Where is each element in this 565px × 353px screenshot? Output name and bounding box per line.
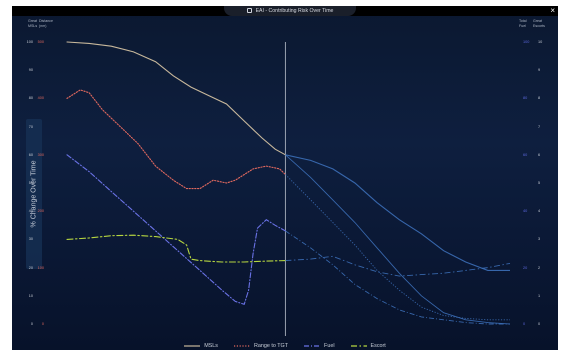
series-projection-range-to-tgt — [285, 174, 510, 321]
close-button[interactable]: × — [550, 6, 555, 15]
series-projection-projection — [285, 154, 510, 271]
header-line: Great — [28, 19, 37, 23]
window-icon — [246, 8, 252, 14]
tick-label: 8 — [538, 96, 541, 101]
tick-label: 40 — [523, 209, 528, 214]
series-projection-msls — [285, 154, 511, 325]
legend-item: MSLs — [184, 343, 218, 349]
tick-label: 4 — [538, 209, 541, 214]
tick-label: 400 — [37, 96, 44, 101]
header-line: Distance — [39, 19, 53, 23]
legend-label: Escort — [370, 343, 386, 349]
legend-item: Fuel — [304, 343, 335, 349]
window-title: EAI - Contributing Risk Over Time — [255, 8, 334, 14]
title-tab: EAI - Contributing Risk Over Time — [224, 6, 356, 16]
series-projection-escort — [285, 255, 511, 277]
legend-item: Range to TGT — [233, 343, 289, 349]
title-bar: EAI - Contributing Risk Over Time × — [12, 6, 558, 16]
series-line-escort — [66, 234, 286, 263]
tick-label: 0 — [523, 322, 526, 326]
series-line-fuel — [66, 154, 286, 305]
header-line: Escorts — [533, 23, 545, 28]
tick-label: 10 — [28, 293, 33, 298]
y-axis-panel — [26, 119, 42, 269]
header-line: Total — [519, 19, 527, 23]
tick-label: 100 — [37, 265, 44, 270]
tick-label: 70 — [28, 124, 33, 129]
tick-label: 1 — [538, 293, 541, 298]
tick-label: 0 — [538, 322, 541, 326]
legend-swatch — [350, 345, 367, 347]
legend: MSLs Range to TGT Fuel Escort — [12, 342, 558, 350]
risk-chart — [66, 41, 511, 336]
header-great-escorts: Great Escorts — [533, 19, 545, 28]
tick-label: 90 — [28, 68, 33, 73]
tick-label: 80 — [28, 96, 33, 101]
tick-label: 200 — [37, 209, 44, 214]
tick-label: 0 — [41, 322, 44, 326]
tick-label: 7 — [538, 124, 541, 129]
tick-label: 5 — [538, 181, 541, 185]
tick-label: 500 — [37, 40, 44, 44]
tick-label: 2 — [538, 265, 541, 270]
legend-swatch — [184, 345, 201, 347]
series-projection-fuel — [285, 230, 510, 325]
tick-label: 300 — [37, 152, 44, 157]
series-line-msls — [66, 41, 286, 156]
header-total-fuel: Total Fuel — [519, 19, 527, 28]
tick-label: 10 — [538, 40, 543, 44]
tick-label: 9 — [538, 68, 541, 73]
tick-label: 20 — [28, 265, 33, 270]
tick-label: 20 — [523, 265, 528, 270]
tick-label: 100 — [523, 40, 530, 44]
tick-label: 6 — [538, 152, 541, 157]
legend-label: MSLs — [204, 343, 218, 349]
header-great-msls: Great MSLs — [28, 19, 37, 28]
tick-label: 0 — [30, 322, 33, 326]
header-distance: Distance (nm) — [39, 19, 53, 28]
header-line: Fuel — [519, 23, 526, 28]
tick-label: 50 — [28, 181, 33, 185]
tick-label: 60 — [523, 152, 528, 157]
risk-window: EAI - Contributing Risk Over Time × % Ch… — [12, 6, 558, 350]
legend-swatch — [304, 345, 321, 347]
legend-label: Fuel — [324, 343, 335, 349]
legend-swatch — [233, 345, 250, 347]
header-line: Great — [533, 19, 542, 23]
tick-label: 60 — [28, 152, 33, 157]
legend-label: Range to TGT — [253, 343, 289, 349]
header-line: MSLs — [28, 23, 38, 28]
header-line: (nm) — [39, 23, 47, 28]
tick-label: 80 — [523, 96, 528, 101]
tick-label: 30 — [28, 237, 33, 242]
tick-label: 40 — [28, 209, 33, 214]
legend-item: Escort — [350, 343, 386, 349]
series-line-range-to-tgt — [66, 89, 286, 190]
tick-label: 100 — [26, 40, 33, 44]
tick-label: 3 — [538, 237, 541, 242]
